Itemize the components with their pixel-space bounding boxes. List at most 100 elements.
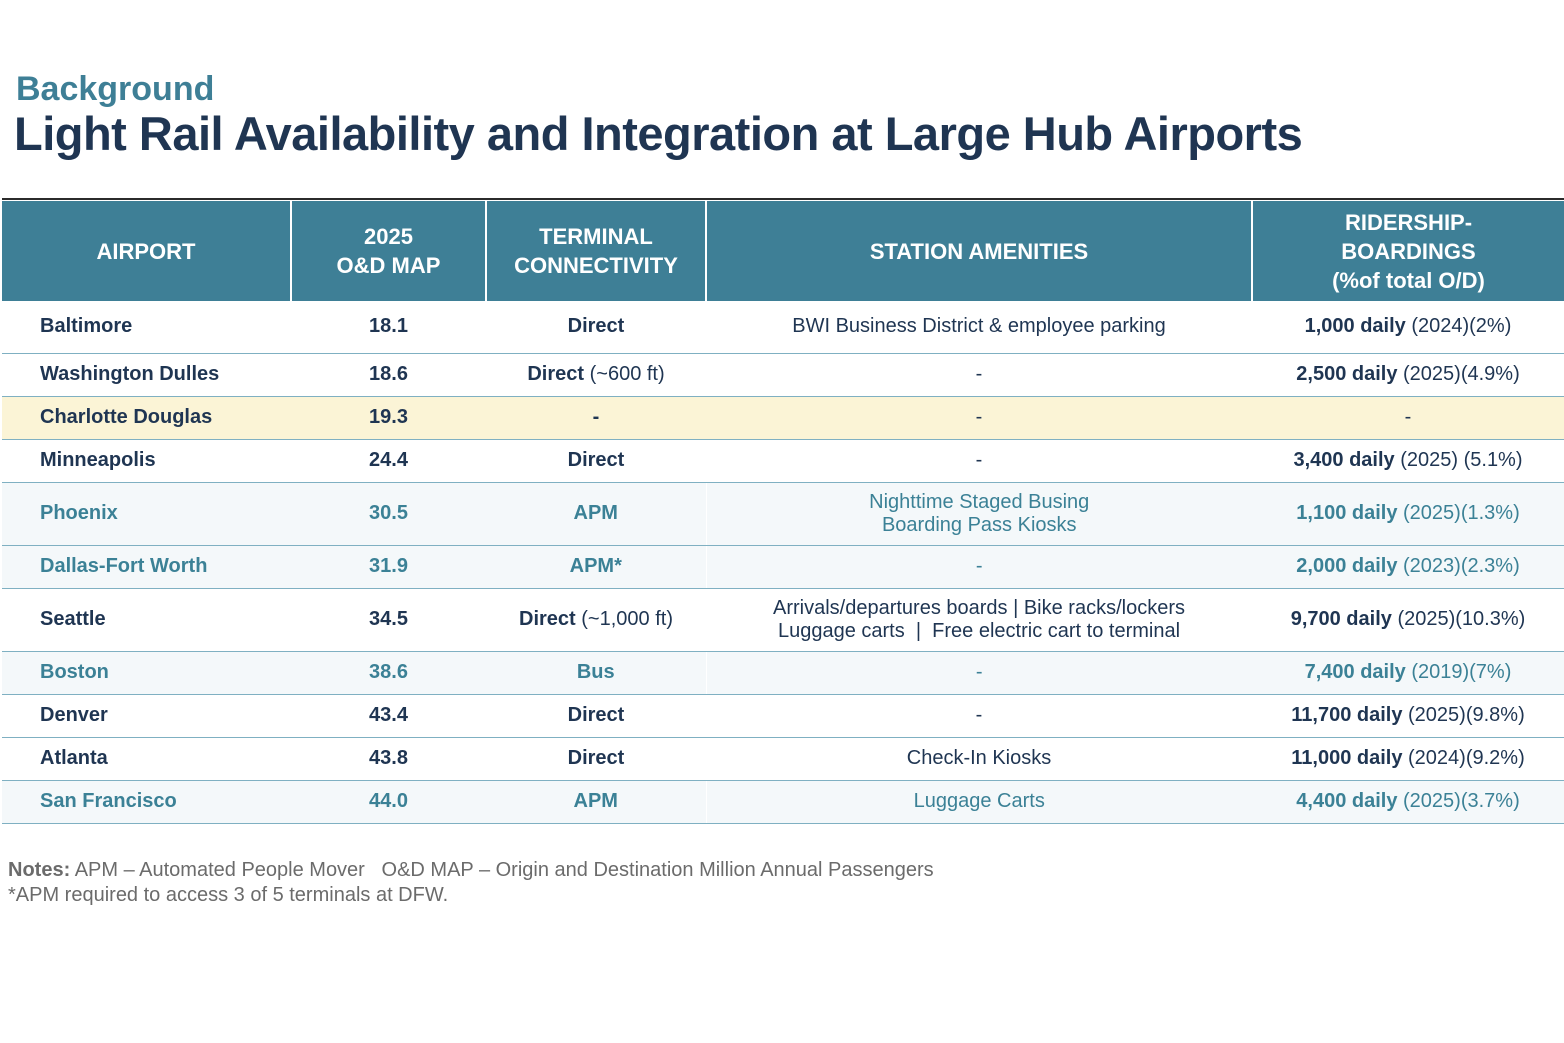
connectivity-type: APM* — [569, 555, 622, 577]
cell-ridership: 11,000 daily (2024)(9.2%) — [1252, 737, 1564, 781]
amenity-line: Check-In Kiosks — [906, 747, 1052, 769]
cell-connectivity: Direct — [486, 301, 706, 354]
ridership-daily: 1,100 daily — [1296, 502, 1398, 524]
amenity-line: Arrivals/departures boards | Bike racks/… — [772, 596, 1185, 619]
cell-airport: Washington Dulles — [2, 353, 291, 397]
ridership-detail: (2023)(2.3%) — [1397, 555, 1520, 577]
header-line: STATION AMENITIES — [869, 238, 1089, 264]
cell-amenities: BWI Business District & employee parking — [706, 301, 1252, 354]
table-body: Baltimore 18.1 Direct BWI Business District… — [2, 301, 1564, 824]
top-rule — [2, 198, 1564, 200]
amenity-line: - — [975, 449, 983, 471]
cell-airport: Denver — [2, 694, 291, 738]
cell-od-map: 18.1 — [291, 301, 486, 354]
connectivity-detail: (~600 ft) — [584, 363, 665, 385]
header-od-map: 2025 O&D MAP — [290, 201, 486, 301]
table-row: Atlanta 43.8 Direct Check-In Kiosks 11,000 d… — [2, 737, 1564, 781]
table-row: San Francisco 44.0 APM Luggage Carts 4,400 d… — [2, 780, 1564, 824]
header-line: TERMINAL — [539, 224, 653, 249]
cell-connectivity: Bus — [486, 651, 706, 695]
cell-connectivity: Direct (~1,000 ft) — [486, 588, 706, 652]
ridership-detail: (2019)(7%) — [1405, 661, 1512, 683]
cell-amenities: - — [705, 651, 1252, 695]
cell-airport: Atlanta — [2, 737, 291, 781]
table-row: Baltimore 18.1 Direct BWI Business District… — [2, 301, 1564, 354]
amenity-line: Nighttime Staged Busing — [869, 490, 1090, 513]
section-kicker: Background — [16, 70, 215, 108]
cell-amenities: - — [706, 439, 1252, 483]
cell-od-map: 43.4 — [291, 694, 486, 738]
cell-connectivity: Direct — [486, 737, 706, 781]
cell-od-map: 31.9 — [291, 545, 486, 589]
table-row: Dallas-Fort Worth 31.9 APM* - 2,000 daily (2… — [2, 545, 1564, 589]
ridership-daily: 11,700 daily — [1291, 704, 1403, 726]
ridership-detail: - — [1404, 406, 1412, 428]
table-row: Minneapolis 24.4 Direct - 3,400 daily (2025)… — [2, 439, 1564, 483]
cell-airport: Dallas-Fort Worth — [2, 545, 291, 589]
connectivity-type: Direct — [519, 608, 576, 630]
cell-airport: Charlotte Douglas — [2, 396, 291, 440]
ridership-daily: 9,700 daily — [1290, 608, 1392, 630]
cell-amenities: - — [706, 694, 1252, 738]
header-line: BOARDINGS — [1341, 238, 1476, 264]
cell-ridership: 2,500 daily (2025)(4.9%) — [1252, 353, 1564, 397]
ridership-daily: 4,400 daily — [1296, 790, 1398, 812]
connectivity-type: Bus — [576, 661, 615, 683]
amenity-line: Boarding Pass Kiosks — [881, 513, 1077, 536]
amenity-line: - — [975, 661, 983, 683]
cell-ridership: 2,000 daily (2023)(2.3%) — [1252, 545, 1564, 589]
cell-airport: San Francisco — [2, 780, 291, 824]
cell-airport: Baltimore — [2, 301, 291, 354]
cell-connectivity: Direct — [486, 694, 706, 738]
page-title: Light Rail Availability and Integration … — [14, 107, 1303, 160]
ridership-daily: 2,500 daily — [1296, 363, 1398, 385]
amenity-line: Luggage Carts — [913, 790, 1045, 812]
table-row: Denver 43.4 Direct - 11,700 daily (2025)(9.8… — [2, 694, 1564, 738]
header-line: O&D MAP — [336, 253, 441, 278]
header-airport: AIRPORT — [2, 201, 291, 301]
ridership-detail: (2025)(10.3%) — [1391, 608, 1526, 630]
table-row: Washington Dulles 18.6 Direct (~600 ft) - 2,… — [2, 353, 1564, 397]
table-header-row: AIRPORT 2025 O&D MAP TERMINAL CONNECTIVITY ST… — [2, 201, 1564, 301]
cell-airport: Seattle — [2, 588, 291, 652]
cell-od-map: 24.4 — [291, 439, 486, 483]
cell-amenities: - — [706, 396, 1252, 440]
connectivity-type: Direct — [527, 363, 585, 385]
notes-line-2: *APM required to access 3 of 5 terminals… — [8, 884, 449, 906]
header-line: AIRPORT — [96, 238, 196, 264]
ridership-daily: 7,400 daily — [1304, 661, 1406, 683]
cell-connectivity: APM — [486, 482, 706, 546]
cell-connectivity: APM* — [486, 545, 706, 589]
connectivity-type: APM — [573, 790, 618, 812]
connectivity-type: Direct — [567, 315, 625, 338]
notes-text: APM – Automated People Mover O&D MAP – O… — [70, 859, 934, 881]
cell-od-map: 44.0 — [291, 780, 486, 824]
notes: Notes: APM – Automated People Mover O&D … — [8, 858, 934, 908]
amenity-line: - — [975, 704, 983, 726]
ridership-daily: 2,000 daily — [1296, 555, 1398, 577]
cell-airport: Minneapolis — [2, 439, 291, 483]
ridership-daily: 3,400 daily — [1293, 449, 1395, 471]
ridership-daily: 1,000 daily — [1304, 315, 1406, 338]
cell-od-map: 18.6 — [291, 353, 486, 397]
cell-od-map: 34.5 — [291, 588, 486, 652]
ridership-detail: (2024)(2%) — [1405, 315, 1512, 338]
cell-airport: Boston — [2, 651, 291, 695]
ridership-detail: (2025)(1.3%) — [1397, 502, 1520, 524]
ridership-detail: (2025)(4.9%) — [1397, 363, 1520, 385]
notes-label: Notes: — [8, 859, 71, 881]
table-row: Boston 38.6 Bus - 7,400 daily (2019)(7%) — [2, 651, 1564, 695]
cell-airport: Phoenix — [2, 482, 291, 546]
amenity-line: - — [975, 363, 983, 385]
ridership-detail: (2025) (5.1%) — [1394, 449, 1523, 471]
connectivity-type: Direct — [567, 747, 625, 769]
cell-amenities: Check-In Kiosks — [706, 737, 1252, 781]
cell-ridership: 11,700 daily (2025)(9.8%) — [1252, 694, 1564, 738]
ridership-daily: 11,000 daily — [1291, 747, 1403, 769]
header-line: (%of total O/D) — [1332, 267, 1485, 293]
cell-ridership: 1,100 daily (2025)(1.3%) — [1252, 482, 1564, 546]
cell-amenities: - — [705, 545, 1252, 589]
cell-connectivity: - — [486, 396, 706, 440]
connectivity-type: APM — [573, 502, 618, 524]
amenity-line: Luggage carts | Free electric cart to te… — [777, 619, 1181, 642]
